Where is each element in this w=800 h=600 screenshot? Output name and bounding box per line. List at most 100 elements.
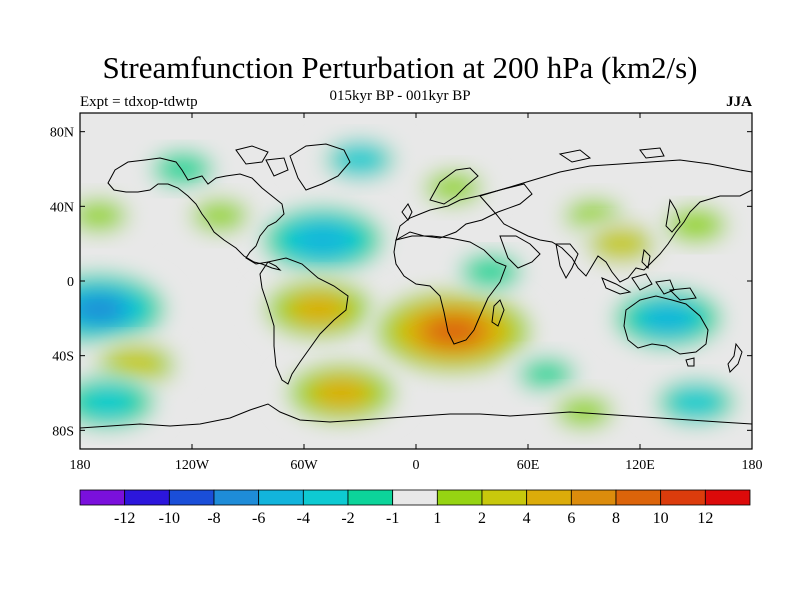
anomaly-level	[191, 199, 249, 232]
colorbar-bin	[481, 489, 528, 506]
colorbar-label: 12	[697, 510, 713, 527]
colorbar-label: 1	[433, 510, 441, 527]
anomaly-cell-0	[80, 270, 172, 348]
anomaly-cell-2	[80, 372, 165, 433]
coastline-greenland	[289, 143, 351, 191]
colorbar-label: -1	[386, 510, 399, 527]
anomaly-level	[641, 304, 695, 333]
coastline-australia	[623, 295, 709, 355]
anomaly-level	[152, 152, 213, 186]
anomaly-level	[665, 208, 727, 242]
anomaly-level	[292, 294, 346, 324]
anomaly-level	[296, 225, 350, 255]
experiment-label: Expt = tdxop-tdwtp	[80, 94, 198, 110]
coastline-africa	[393, 235, 507, 345]
x-tick-label: 120W	[175, 458, 210, 473]
colorbar-label: 8	[612, 510, 620, 527]
coastline-south-america	[259, 257, 349, 385]
y-tick-label: 40S	[52, 350, 74, 365]
colorbar-label: -12	[114, 510, 135, 527]
anomaly-cell-4	[144, 147, 221, 191]
colorbar-bin	[526, 489, 572, 506]
coastline-philippines	[641, 248, 651, 270]
chart-title: Streamfunction Perturbation at 200 hPa (…	[102, 50, 698, 85]
y-tick-label: 0	[67, 275, 74, 290]
anomaly-cell-13	[452, 250, 529, 293]
coastline-antarctica	[80, 403, 752, 429]
coastlines	[80, 143, 752, 429]
x-axis: 180 120W 60W 0 60E 120E 180	[70, 113, 763, 473]
coastline-japan	[665, 198, 681, 233]
colorbar-label: -4	[297, 510, 310, 527]
anomaly-level	[108, 350, 164, 380]
coastline-india	[555, 243, 579, 280]
anomaly-cell-16	[657, 203, 735, 247]
anomaly-level	[81, 388, 135, 417]
coastline-scandinavia	[429, 167, 479, 205]
colorbar-label: 6	[567, 510, 575, 527]
x-tick-label: 120E	[625, 458, 655, 473]
colorbar-bin	[79, 489, 126, 506]
colorbar-bin	[570, 489, 617, 506]
colorbar-bin	[213, 489, 260, 506]
y-axis: 80N 40N 0 40S 80S	[50, 126, 752, 439]
x-tick-label: 0	[413, 458, 420, 473]
anomaly-cell-8	[313, 134, 407, 185]
anomaly-cell-11	[279, 359, 404, 427]
anomaly-level	[593, 228, 650, 259]
anomaly-level	[555, 395, 613, 428]
x-tick-label: 180	[742, 458, 763, 473]
colorbar-bin	[660, 489, 706, 506]
x-tick-label: 180	[70, 458, 91, 473]
x-tick-label: 60W	[290, 458, 318, 473]
anomaly-level	[314, 378, 368, 408]
anomaly-level	[424, 171, 483, 204]
anomaly-cell-7	[256, 275, 382, 343]
anomaly-cell-18	[646, 375, 746, 430]
anomaly-cell-12	[504, 351, 590, 398]
colorbar-bin	[258, 489, 304, 506]
coastline-british-isles	[401, 203, 413, 221]
coastline-indonesia	[601, 273, 697, 301]
coastline-siberian-islands	[558, 147, 665, 163]
y-tick-label: 80N	[50, 126, 74, 141]
anomaly-cell-5	[177, 192, 263, 239]
coastline-north-america	[107, 157, 285, 271]
anomaly-level	[517, 358, 576, 391]
colorbar-bin	[347, 489, 394, 506]
anomaly-level	[80, 199, 128, 232]
coastline-madagascar	[491, 299, 505, 327]
colorbar-label: -10	[159, 510, 180, 527]
colorbar-bin	[124, 489, 170, 506]
colorbar-label: 4	[523, 510, 531, 527]
y-tick-label: 80S	[52, 424, 74, 439]
colorbar-label: -8	[207, 510, 220, 527]
y-tick-label: 40N	[50, 200, 74, 215]
colorbar-label: 10	[653, 510, 669, 527]
coastline-arctic-islands	[235, 145, 289, 177]
anomaly-cell-6	[254, 203, 391, 276]
x-tick-label: 60E	[517, 458, 540, 473]
colorbar-bin	[615, 489, 662, 506]
anomaly-cell-3	[80, 192, 142, 239]
colorbar: -12 -10 -8 -6 -4 -2 -1 1 2 4 6 8 10 12	[79, 489, 751, 527]
anomaly-cell-10	[369, 287, 538, 376]
colorbar-bin	[704, 489, 751, 506]
coastline-asia	[479, 159, 752, 283]
colorbar-bin	[302, 489, 349, 506]
anomaly-level	[668, 387, 724, 418]
colorbar-bin	[168, 489, 215, 506]
anomaly-level	[80, 294, 126, 324]
anomaly-field	[80, 134, 746, 435]
season-label: JJA	[726, 94, 752, 110]
colorbar-label: -2	[341, 510, 354, 527]
anomaly-level	[460, 254, 521, 289]
anomaly-cell-15	[575, 218, 668, 269]
colorbar-label: 2	[478, 510, 486, 527]
chart-subtitle: 015kyr BP - 001kyr BP	[329, 88, 471, 104]
colorbar-bin	[392, 489, 438, 506]
anomaly-cell-9	[410, 164, 496, 211]
coastline-arabia	[499, 235, 541, 269]
colorbar-bin	[436, 489, 483, 506]
